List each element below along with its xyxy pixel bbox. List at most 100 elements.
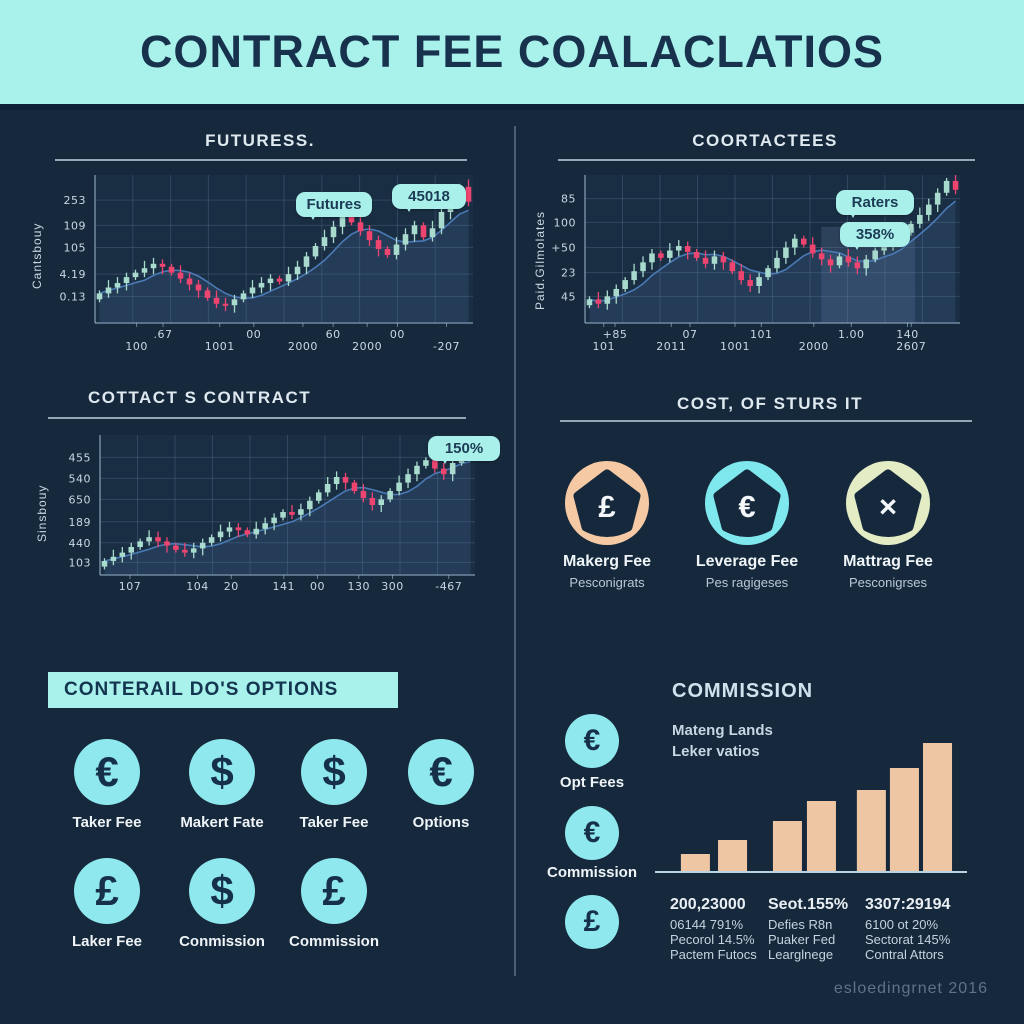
svg-text:101: 101	[750, 328, 773, 341]
dollar-icon: $	[189, 739, 255, 805]
svg-text:100: 100	[554, 216, 577, 229]
header: CONTRACT FEE COALACLATIOS	[0, 0, 1024, 110]
options-item-label: Taker Fee	[299, 814, 369, 831]
svg-text:650: 650	[69, 493, 92, 506]
svg-text:107: 107	[119, 580, 142, 593]
options-item-label: Makert Fate	[180, 814, 264, 831]
contract-candlestick-chart: 455 540 650 189 440 103 107 104 20 141 00 130 300 -46…	[69, 435, 475, 593]
options-item-label: Commission	[288, 933, 379, 950]
svg-text:20: 20	[224, 580, 239, 593]
svg-text:189: 189	[69, 516, 92, 529]
coortactees-candlestick-chart: 85 100 +50 23 45 +85 07 101 1.00 140 101 2011 1001 20…	[551, 175, 960, 353]
euro-icon: €	[565, 714, 619, 768]
cost-item-label: Leverage Fee	[695, 553, 799, 570]
commission-side-label: Opt Fees	[559, 774, 625, 791]
svg-text:101: 101	[593, 340, 616, 353]
commission-column: 3307:29194 6100 ot 20% Sectorat 145% Con…	[865, 896, 951, 962]
futures-title-underline	[55, 159, 467, 161]
svg-text:1.00: 1.00	[838, 328, 865, 341]
futures-callout: Futures	[296, 192, 372, 220]
options-item-label: Laker Fee	[71, 933, 143, 950]
raters-value-callout: 358%	[840, 222, 910, 250]
euro-shield-icon: €	[705, 461, 789, 545]
svg-text:140: 140	[896, 328, 919, 341]
coortactees-title-underline	[558, 159, 975, 161]
svg-text:60: 60	[326, 328, 341, 341]
svg-text:23: 23	[561, 267, 576, 280]
svg-text:109: 109	[64, 219, 87, 232]
svg-text:4.19: 4.19	[60, 268, 87, 281]
svg-text:103: 103	[69, 556, 92, 569]
euro-icon: €	[74, 739, 140, 805]
svg-text:1001: 1001	[205, 340, 235, 353]
cost-title-underline	[560, 420, 972, 422]
svg-text:+50: +50	[551, 242, 576, 255]
commission-column: Seot.155% Defies R8n Puaker Fed Learglne…	[768, 896, 849, 962]
svg-text:455: 455	[69, 451, 92, 464]
svg-text:07: 07	[683, 328, 698, 341]
svg-text:440: 440	[69, 537, 92, 550]
cost-item-label: Mattrag Fee	[843, 553, 933, 570]
contract-value-callout: 150%	[428, 436, 500, 464]
pound-icon: £	[565, 895, 619, 949]
svg-text:540: 540	[69, 472, 92, 485]
commission-bar-chart	[655, 743, 967, 873]
svg-text:00: 00	[310, 580, 325, 593]
options-item-label: Conmission	[179, 933, 265, 950]
commission-title: COMMISSION	[672, 680, 814, 702]
raters-callout: Raters	[836, 190, 914, 218]
cost-item-sublabel: Pes ragigeses	[705, 575, 789, 590]
svg-text:00: 00	[246, 328, 261, 341]
contract-chart-title: COTTACT S CONTRACT	[88, 388, 312, 407]
x-shield-icon: ×	[846, 461, 930, 545]
euro-icon: €	[565, 806, 619, 860]
svg-text:00: 00	[390, 328, 405, 341]
euro-icon: €	[408, 739, 474, 805]
options-item-label: Taker Fee	[72, 814, 142, 831]
svg-text:130: 130	[348, 580, 371, 593]
cost-item-sublabel: Pesconigrses	[848, 575, 928, 590]
commission-side-label: Commission	[546, 864, 637, 881]
svg-text:.67: .67	[154, 328, 173, 341]
contract-title-underline	[48, 417, 466, 419]
svg-text:+85: +85	[603, 328, 628, 341]
svg-text:253: 253	[64, 194, 87, 207]
svg-text:2000: 2000	[288, 340, 318, 353]
dollar-icon: $	[301, 739, 367, 805]
cost-item-label: Makerg Fee	[562, 553, 652, 570]
svg-text:100: 100	[125, 340, 148, 353]
options-banner-label: CONTERAIL DO'S OPTIONS	[64, 679, 339, 700]
svg-text:-467: -467	[435, 580, 462, 593]
column-divider	[514, 126, 516, 976]
futures-value-callout: 45018	[392, 184, 466, 212]
svg-text:1001: 1001	[720, 340, 750, 353]
pound-shield-icon: £	[565, 461, 649, 545]
svg-text:141: 141	[273, 580, 296, 593]
svg-text:£: £	[598, 489, 615, 524]
coortactees-chart-title: COORTACTEES	[692, 131, 838, 150]
watermark: esloedingrnet 2016	[833, 980, 988, 997]
svg-text:2607: 2607	[896, 340, 926, 353]
svg-text:€: €	[738, 489, 755, 524]
pound-icon: £	[301, 858, 367, 924]
svg-text:104: 104	[186, 580, 209, 593]
svg-text:300: 300	[381, 580, 404, 593]
svg-text:×: ×	[879, 489, 897, 524]
pound-icon: £	[74, 858, 140, 924]
svg-text:2000: 2000	[799, 340, 829, 353]
svg-text:2000: 2000	[352, 340, 382, 353]
svg-text:2011: 2011	[656, 340, 686, 353]
options-banner: CONTERAIL DO'S OPTIONS	[48, 672, 398, 708]
options-item-label: Options	[412, 814, 470, 831]
cost-section-title: COST, OF STURS IT	[676, 394, 864, 413]
svg-text:45: 45	[561, 290, 576, 303]
cost-item-sublabel: Pesconigrats	[569, 575, 645, 590]
commission-subtitle: Mateng Lands Leker vatios	[672, 722, 773, 760]
dollar-icon: $	[189, 858, 255, 924]
svg-text:0.13: 0.13	[60, 290, 87, 303]
svg-text:85: 85	[561, 193, 576, 206]
svg-text:105: 105	[64, 242, 87, 255]
page-title: CONTRACT FEE COALACLATIOS	[139, 26, 885, 77]
svg-text:-207: -207	[433, 340, 460, 353]
